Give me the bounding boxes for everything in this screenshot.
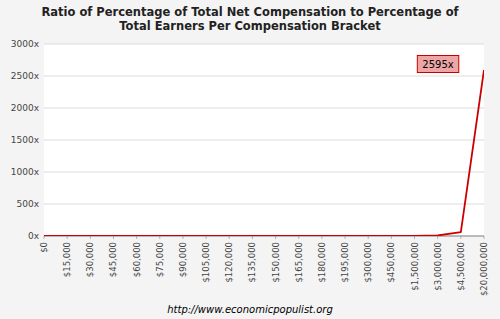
x-tick-label: $450,000 <box>386 242 396 283</box>
x-tick-label: $135,000 <box>247 242 257 283</box>
x-tick <box>159 236 160 239</box>
x-tick-label: $75,000 <box>155 242 165 277</box>
grid-line <box>44 172 484 173</box>
x-tick <box>345 236 346 239</box>
x-tick <box>275 236 276 239</box>
title-line: Ratio of Percentage of Total Net Compens… <box>41 5 459 19</box>
x-tick <box>391 236 392 239</box>
x-tick <box>484 236 485 239</box>
x-tick <box>229 236 230 239</box>
x-tick-label: $180,000 <box>317 242 327 283</box>
x-tick-label: $195,000 <box>340 242 350 283</box>
series-group <box>44 70 484 236</box>
x-tick-label: $60,000 <box>132 242 142 277</box>
x-tick <box>67 236 68 239</box>
x-tick-label: $90,000 <box>178 242 188 277</box>
x-tick-label: $0 <box>39 242 49 253</box>
grid-line <box>44 44 484 45</box>
y-tick-label: 1500x <box>11 135 40 145</box>
x-tick-label: $300,000 <box>363 242 373 283</box>
x-tick <box>437 236 438 239</box>
annotation: 2595x <box>422 59 453 70</box>
x-tick-label: $150,000 <box>271 242 281 283</box>
x-tick <box>321 236 322 239</box>
y-tick-label: 1000x <box>11 167 40 177</box>
y-tick-label: 2500x <box>11 71 40 81</box>
x-tick-label: $30,000 <box>85 242 95 277</box>
x-tick-label: $4,500,000 <box>456 242 466 291</box>
grid-line <box>44 140 484 141</box>
grid-line <box>44 108 484 109</box>
title: Ratio of Percentage of Total Net Compens… <box>41 5 459 33</box>
x-tick <box>460 236 461 239</box>
footer: http://www.economicpopulist.org <box>167 304 333 315</box>
y-tick-label: 3000x <box>11 39 40 49</box>
x-tick <box>298 236 299 239</box>
x-tick-label: $105,000 <box>201 242 211 283</box>
y-tick-label: 500x <box>16 199 39 209</box>
background <box>0 0 500 319</box>
x-tick-label: $1,500,000 <box>410 242 420 291</box>
x-tick <box>136 236 137 239</box>
grid-line <box>44 204 484 205</box>
x-tick <box>414 236 415 239</box>
x-tick-label: $3,000,000 <box>433 242 443 291</box>
x-tick <box>252 236 253 239</box>
x-tick <box>206 236 207 239</box>
x-tick <box>113 236 114 239</box>
x-tick-label: $120,000 <box>224 242 234 283</box>
x-tick-label: $20,000,000 <box>479 242 489 296</box>
y-tick-label: 2000x <box>11 103 40 113</box>
x-tick-label: $165,000 <box>294 242 304 283</box>
x-tick-label: $15,000 <box>62 242 72 277</box>
x-tick <box>182 236 183 239</box>
title-line: Total Earners Per Compensation Bracket <box>119 19 381 33</box>
x-tick-label: $45,000 <box>108 242 118 277</box>
plot-area <box>44 44 484 236</box>
x-tick <box>44 236 45 239</box>
x-tick <box>368 236 369 239</box>
y-tick-label: 0x <box>28 231 40 241</box>
chart: Ratio of Percentage of Total Net Compens… <box>0 0 500 319</box>
grid-line <box>44 76 484 77</box>
x-tick <box>90 236 91 239</box>
annotation-box <box>417 56 458 73</box>
line <box>44 70 484 236</box>
